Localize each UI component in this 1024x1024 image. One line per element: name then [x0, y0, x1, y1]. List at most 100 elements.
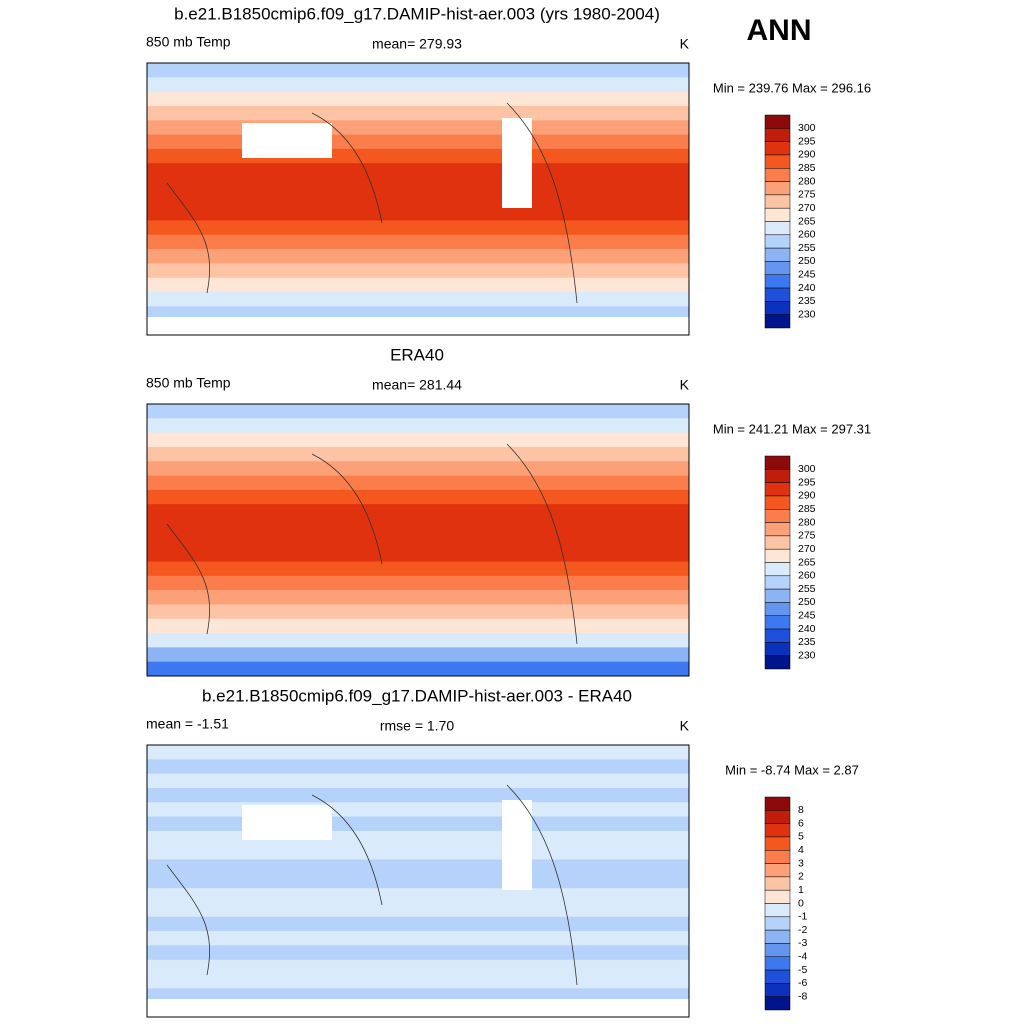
center-label: rmse = 1.70 — [380, 718, 455, 734]
colorbar-box — [764, 287, 791, 302]
colorbar-box — [764, 929, 791, 944]
map-field — [147, 120, 689, 136]
colorbar-label: 300 — [798, 122, 816, 134]
colorbar-label: -1 — [798, 911, 807, 923]
colorbar-box — [764, 575, 791, 590]
colorbar-box — [764, 522, 791, 537]
map-field — [147, 475, 689, 491]
map-field — [147, 604, 689, 620]
colorbar-label: 0 — [798, 897, 804, 909]
colorbar-label: -2 — [798, 924, 807, 936]
map-field — [147, 249, 689, 264]
colorbar-box — [764, 642, 791, 656]
colorbar-box — [764, 455, 791, 470]
colorbar-label: 260 — [798, 229, 816, 241]
colorbar-label: 295 — [798, 476, 816, 488]
colorbar-box — [764, 247, 791, 262]
colorbar-box — [764, 495, 791, 510]
colorbar-label: 290 — [798, 149, 816, 161]
left-label: 850 mb Temp — [146, 34, 231, 50]
right-label: K — [680, 36, 690, 52]
colorbar-box — [764, 655, 791, 670]
colorbar-box — [764, 535, 791, 550]
map-field — [147, 902, 689, 918]
panel-title: b.e21.B1850cmip6.f09_g17.DAMIP-hist-aer.… — [202, 686, 632, 705]
colorbar-label: 260 — [798, 570, 816, 582]
colorbar-label: 250 — [798, 255, 816, 267]
colorbar-label: 255 — [798, 242, 816, 254]
colorbar-box — [764, 509, 791, 523]
map-field — [147, 547, 689, 562]
map-field — [147, 859, 689, 875]
colorbar-label: 290 — [798, 490, 816, 502]
colorbar-label: 250 — [798, 596, 816, 608]
colorbar-label: 6 — [798, 817, 804, 829]
map-frame — [146, 403, 690, 677]
colorbar-box — [764, 850, 791, 864]
map-field — [147, 802, 689, 818]
map-field — [147, 432, 689, 448]
map-field — [147, 647, 689, 663]
map-field — [147, 148, 689, 164]
colorbar-label: 280 — [798, 175, 816, 187]
map-field — [147, 220, 689, 236]
map-field — [147, 561, 689, 577]
colorbar-box — [764, 114, 791, 129]
map-field — [147, 177, 689, 193]
colorbar-box — [764, 876, 791, 891]
colorbar-box — [764, 943, 791, 957]
panel-title: b.e21.B1850cmip6.f09_g17.DAMIP-hist-aer.… — [174, 4, 660, 23]
antarctica — [147, 999, 689, 1017]
colorbar-box — [764, 810, 791, 824]
map-field — [147, 134, 689, 150]
colorbar-box — [764, 889, 791, 904]
colorbar-label: 280 — [798, 516, 816, 528]
colorbar-label: 230 — [798, 649, 816, 661]
colorbar-label: 235 — [798, 295, 816, 307]
center-label: mean= 281.44 — [372, 377, 462, 393]
colorbar-box — [764, 969, 791, 984]
map-field — [147, 590, 689, 605]
map-field — [147, 773, 689, 789]
map-frame — [146, 744, 690, 1018]
colorbar-box — [764, 469, 791, 483]
antarctica — [147, 317, 689, 335]
colorbar-box — [764, 221, 791, 236]
colorbar-box — [764, 916, 791, 931]
colorbar-label: 4 — [798, 844, 804, 856]
map-field — [147, 504, 689, 520]
right-label: K — [680, 377, 690, 393]
coastline — [166, 784, 578, 986]
colorbar-label: 235 — [798, 636, 816, 648]
colorbar-label: 240 — [798, 282, 816, 294]
colorbar-box — [764, 863, 791, 878]
colorbar-label: 1 — [798, 884, 804, 896]
map-field — [147, 105, 689, 121]
left-label: 850 mb Temp — [146, 375, 231, 391]
colorbar-box — [764, 628, 791, 643]
colorbar-label: 2 — [798, 871, 804, 883]
colorbar-label: 240 — [798, 623, 816, 635]
colorbar-label: 275 — [798, 189, 816, 201]
colorbar-box — [764, 588, 791, 603]
center-label: mean= 279.93 — [372, 36, 462, 52]
colorbar-label: 285 — [798, 162, 816, 174]
left-label: mean = -1.51 — [146, 716, 229, 732]
min-max: Min = 241.21 Max = 297.31 — [713, 421, 871, 436]
colorbar-label: 265 — [798, 215, 816, 227]
colorbar-label: -4 — [798, 951, 807, 963]
map-field — [147, 575, 689, 591]
map-field — [147, 277, 689, 293]
map-field — [147, 745, 689, 760]
map-field — [147, 489, 689, 505]
colorbar-label: 230 — [798, 308, 816, 320]
colorbar-box — [764, 602, 791, 616]
map-field — [147, 945, 689, 961]
map-field — [147, 91, 689, 107]
colorbar-label: 275 — [798, 530, 816, 542]
map-field — [147, 618, 689, 634]
colorbar-label: 270 — [798, 543, 816, 555]
coastline — [166, 443, 578, 645]
missing-data — [242, 118, 532, 208]
